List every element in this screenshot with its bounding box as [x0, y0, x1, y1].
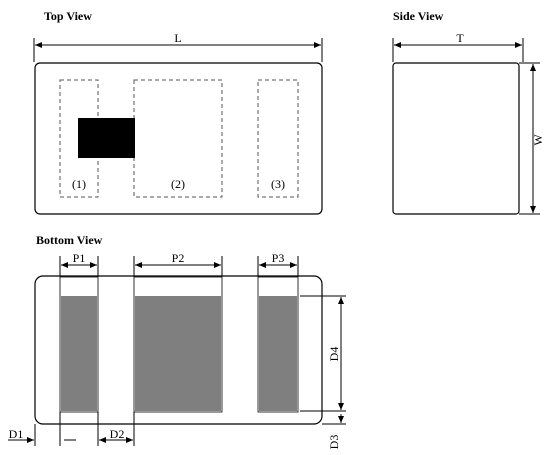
pin-label-2: (2) [171, 177, 185, 191]
polarity-marker [78, 118, 135, 158]
bottom-view-title: Bottom View [36, 233, 103, 247]
dim-label-d4: D4 [327, 347, 341, 362]
bottom-pad-1 [61, 296, 97, 411]
dim-label-l: L [174, 31, 181, 45]
pin-label-3: (3) [271, 177, 285, 191]
bottom-view-body [34, 275, 323, 425]
dim-label-p1: P1 [73, 251, 86, 265]
bottom-pad-frame-1 [59, 276, 99, 413]
dim-label-d3: D3 [327, 435, 341, 450]
bottom-pad-frame-2 [133, 276, 223, 413]
dim-label-d2: D2 [110, 427, 125, 441]
bottom-pad-3 [259, 296, 297, 411]
top-view-body [34, 62, 323, 215]
dim-label-t: T [456, 31, 464, 45]
bottom-pad-frame-3 [257, 276, 299, 413]
dim-label-w: W [531, 134, 544, 146]
dim-label-p3: P3 [272, 251, 285, 265]
dim-label-p2: P2 [172, 251, 185, 265]
side-view-body [392, 62, 520, 215]
pin-label-1: (1) [72, 177, 86, 191]
dim-label-d1: D1 [9, 427, 24, 441]
top-view-title: Top View [44, 9, 92, 23]
top-pad-outline-3 [257, 79, 299, 198]
bottom-pad-2 [135, 296, 221, 411]
side-view-title: Side View [393, 9, 444, 23]
